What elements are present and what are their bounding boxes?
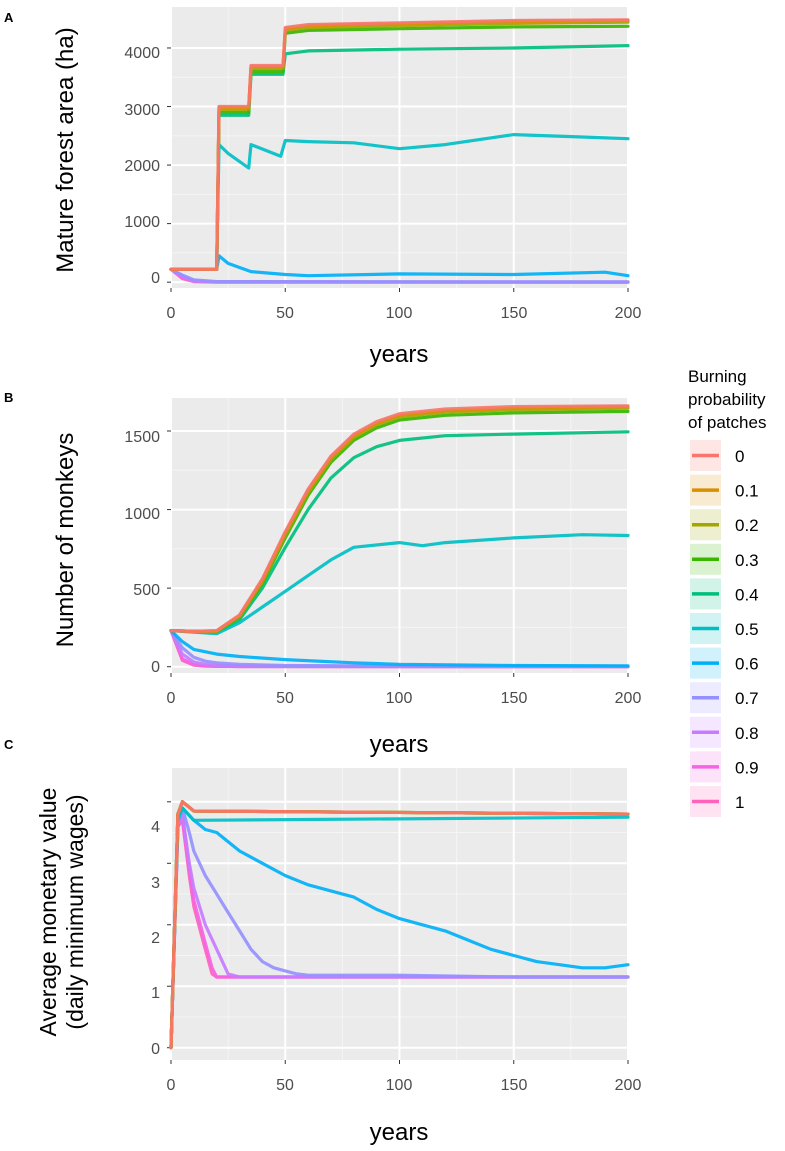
panel-c-xtick-label: 0 [167, 1077, 176, 1094]
legend-item: 1 [690, 786, 744, 817]
legend-item-label: 0.8 [735, 724, 759, 743]
panel-c-y-axis-title-line2: (daily minimum wages) [62, 794, 88, 1029]
panel-c-xtick-label: 200 [615, 1077, 642, 1094]
panel-b-series-line-0-6 [169, 628, 630, 668]
panel-a-xtick-label: 0 [167, 305, 176, 322]
panel-a-xtick-label: 200 [615, 305, 642, 322]
panel-b-series [169, 404, 630, 669]
panel-a-y-axis-title: Mature forest area (ha) [52, 27, 79, 272]
panel-c-ytick-label: 1 [151, 985, 160, 1002]
panel-b-ytick-label: 0 [151, 659, 160, 676]
legend-items: 0 0.1 0.2 0.3 0.4 0.5 0.6 0.7 0.8 0.9 1 [690, 440, 759, 817]
legend-item-label: 0.5 [735, 620, 759, 639]
panel-c-y-axis-title-line1: Average monetary value [35, 788, 61, 1037]
panel-c-xtick-label: 50 [276, 1077, 294, 1094]
legend-title-line3: of patches [688, 413, 766, 432]
panel-b-xtick-label: 100 [386, 690, 413, 707]
panel-c-series-line-0-6 [169, 806, 630, 1050]
panel-b-ytick-label: 500 [133, 582, 160, 599]
legend-item-label: 0.3 [735, 551, 759, 570]
legend-item-label: 0 [735, 447, 744, 466]
legend-item-label: 0.1 [735, 482, 759, 501]
panel-b-xtick-label: 200 [615, 690, 642, 707]
panel-c-ytick-label: 0 [151, 1041, 160, 1058]
legend-item: 0.1 [690, 474, 759, 506]
panel-b-series-line-0-5 [169, 533, 630, 636]
legend-item: 0.3 [690, 543, 759, 575]
panel-b-series-line-0-7 [169, 628, 630, 669]
panel-a-xtick-label: 150 [501, 305, 528, 322]
panel-a-series-line-0 [169, 18, 630, 271]
panel-c: C 0 1 2 3 4 0 50 100 150 200 years Avera… [4, 737, 641, 1146]
panel-a-ytick-label: 4000 [124, 45, 160, 62]
panel-a-ytick-label: 3000 [124, 102, 160, 119]
legend-item: 0.5 [690, 613, 759, 644]
panel-b-x-axis-title: years [370, 731, 429, 758]
panel-c-x-axis-title: years [370, 1119, 429, 1146]
legend-item: 0.6 [690, 647, 759, 679]
panel-a-series-line-0-7 [169, 267, 630, 284]
legend-item: 0.8 [690, 716, 759, 748]
panel-a-series-line-0-5 [169, 133, 630, 271]
panel-a-ytick-label: 0 [151, 270, 160, 287]
panel-c-letter: C [4, 737, 14, 752]
panel-b-xtick-label: 0 [167, 690, 176, 707]
legend-item-label: 0.9 [735, 758, 759, 777]
panel-b-xtick-label: 50 [276, 690, 294, 707]
panel-c-xtick-label: 100 [386, 1077, 413, 1094]
legend-item-label: 0.6 [735, 655, 759, 674]
panel-b-letter: B [4, 390, 13, 405]
panel-c-series-line-0-7 [169, 806, 630, 1050]
panel-a-letter: A [4, 10, 14, 25]
panel-a-xtick-label: 50 [276, 305, 294, 322]
panel-c-xtick-label: 150 [501, 1077, 528, 1094]
panel-b-series-line-0 [169, 404, 630, 634]
panel-b: B 0 500 1000 1500 0 50 100 150 200 years… [4, 390, 641, 758]
legend-item: 0 [690, 440, 744, 471]
panel-c-ytick-label: 4 [151, 819, 160, 836]
panel-a: A 0 1000 2000 3000 4000 0 50 100 150 200… [4, 7, 641, 368]
legend-title-line2: probability [688, 390, 766, 409]
legend-item: 0.4 [690, 578, 759, 610]
legend-item-label: 0.2 [735, 516, 759, 535]
legend: Burning probability of patches 0 0.1 0.2 0.… [688, 367, 766, 817]
panel-c-ytick-label: 2 [151, 930, 160, 947]
legend-title-line1: Burning [688, 367, 747, 386]
legend-item: 0.9 [690, 751, 759, 783]
legend-item-label: 0.7 [735, 689, 759, 708]
panel-a-ytick-label: 1000 [124, 214, 160, 231]
panel-c-ytick-label: 3 [151, 875, 160, 892]
panel-c-series-line-0-8 [169, 812, 630, 1050]
panel-a-x-axis-title: years [370, 341, 429, 368]
panel-b-ytick-label: 1500 [124, 429, 160, 446]
legend-item: 0.2 [690, 509, 759, 541]
panel-b-xtick-label: 150 [501, 690, 528, 707]
panel-c-series-line-0 [169, 800, 630, 1050]
legend-item: 0.7 [690, 682, 759, 714]
panel-b-ytick-label: 1000 [124, 506, 160, 523]
legend-item-label: 0.4 [735, 585, 759, 604]
panel-c-grid [167, 768, 629, 1064]
legend-item-label: 1 [735, 793, 744, 812]
panel-c-series [169, 800, 630, 1050]
panel-b-y-axis-title: Number of monkeys [52, 433, 79, 648]
panel-a-ytick-label: 2000 [124, 158, 160, 175]
panel-a-xtick-label: 100 [386, 305, 413, 322]
panel-a-series [169, 18, 630, 284]
